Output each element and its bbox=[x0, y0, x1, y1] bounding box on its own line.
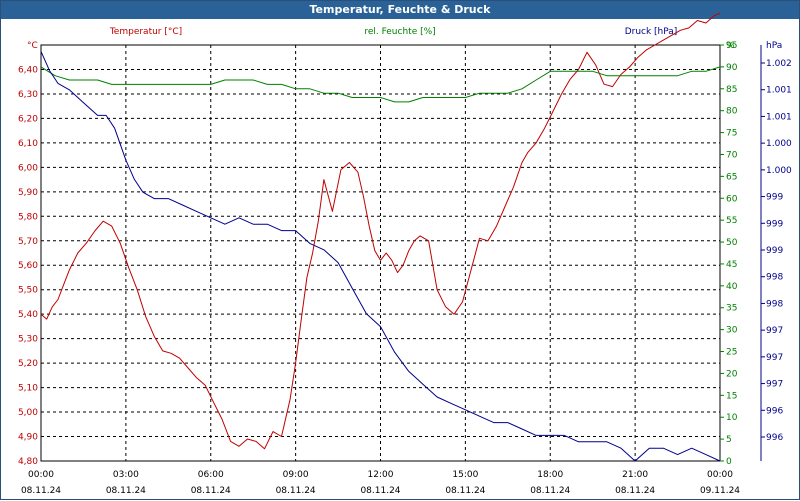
pressure-tick-label: 999 bbox=[766, 246, 783, 256]
x-tick-label-time: 06:00 bbox=[198, 470, 224, 480]
x-tick-label-time: 00:00 bbox=[28, 470, 54, 480]
x-tick-label-time: 21:00 bbox=[622, 470, 648, 480]
x-tick-label-date: 08.11.24 bbox=[21, 486, 61, 496]
humidity-tick-label: 65 bbox=[726, 172, 737, 182]
x-tick-label-date: 08.11.24 bbox=[360, 486, 400, 496]
humidity-series-line bbox=[40, 66, 721, 103]
humidity-tick-label: 25 bbox=[726, 348, 737, 358]
temperature-tick-label: 6,00 bbox=[18, 163, 38, 173]
temperature-tick-label: 6,30 bbox=[18, 90, 38, 100]
temperature-tick-label: 4,90 bbox=[18, 433, 38, 443]
pressure-tick-label: 997 bbox=[766, 380, 783, 390]
pressure-tick-label: 1.002 bbox=[766, 59, 792, 69]
temperature-tick-label: 6,40 bbox=[18, 65, 38, 75]
x-tick-label-date: 08.11.24 bbox=[276, 486, 316, 496]
temperature-tick-label: 4,80 bbox=[18, 457, 38, 467]
pressure-series-title: Druck [hPa] bbox=[625, 27, 678, 37]
temperature-tick-label: 5,70 bbox=[18, 237, 38, 247]
humidity-tick-label: 5 bbox=[726, 435, 732, 445]
x-tick-label-time: 12:00 bbox=[368, 470, 394, 480]
humidity-tick-label: 35 bbox=[726, 304, 737, 314]
humidity-tick-label: 0 bbox=[726, 457, 732, 467]
chart-title: Temperatur, Feuchte & Druck bbox=[1, 1, 799, 19]
humidity-tick-label: 55 bbox=[726, 216, 737, 226]
humidity-series-title: rel. Feuchte [%] bbox=[364, 27, 435, 37]
pressure-tick-label: 997 bbox=[766, 353, 783, 363]
pressure-tick-label: 998 bbox=[766, 299, 783, 309]
x-tick-label-date: 08.11.24 bbox=[445, 486, 485, 496]
temperature-tick-label: 6,10 bbox=[18, 139, 38, 149]
pressure-tick-label: 996 bbox=[766, 406, 783, 416]
pressure-tick-label: 997 bbox=[766, 326, 783, 336]
x-tick-label-date: 08.11.24 bbox=[106, 486, 146, 496]
humidity-tick-label: 95 bbox=[726, 41, 737, 51]
humidity-tick-label: 30 bbox=[726, 326, 738, 336]
x-tick-label-date: 08.11.24 bbox=[530, 486, 570, 496]
temperature-tick-label: 5,50 bbox=[18, 286, 38, 296]
x-tick-label-time: 18:00 bbox=[537, 470, 563, 480]
x-tick-label-time: 09:00 bbox=[283, 470, 309, 480]
temperature-series-line bbox=[40, 12, 721, 450]
temperature-tick-label: 5,30 bbox=[18, 335, 38, 345]
humidity-tick-label: 80 bbox=[726, 107, 738, 117]
humidity-tick-label: 75 bbox=[726, 129, 737, 139]
temperature-tick-label: 6,20 bbox=[18, 114, 38, 124]
temperature-tick-label: 5,60 bbox=[18, 261, 38, 271]
humidity-tick-label: 70 bbox=[726, 150, 738, 160]
x-tick-label-time: 00:00 bbox=[707, 470, 733, 480]
temperature-tick-label: 5,90 bbox=[18, 188, 38, 198]
pressure-tick-label: 1.000 bbox=[766, 139, 792, 149]
temperature-series-title: Temperatur [°C] bbox=[109, 27, 182, 37]
humidity-tick-label: 60 bbox=[726, 194, 738, 204]
humidity-tick-label: 85 bbox=[726, 85, 737, 95]
humidity-tick-label: 50 bbox=[726, 238, 738, 248]
x-tick-label-time: 15:00 bbox=[452, 470, 478, 480]
pressure-tick-label: 996 bbox=[766, 433, 783, 443]
temperature-tick-label: 5,80 bbox=[18, 212, 38, 222]
humidity-tick-label: 90 bbox=[726, 63, 738, 73]
x-tick-label-time: 03:00 bbox=[113, 470, 139, 480]
x-tick-label-date: 09.11.24 bbox=[700, 486, 740, 496]
humidity-tick-label: 15 bbox=[726, 391, 737, 401]
humidity-unit-label: % bbox=[726, 41, 735, 51]
pressure-tick-label: 999 bbox=[766, 219, 783, 229]
pressure-tick-label: 999 bbox=[766, 193, 783, 203]
x-tick-label-date: 08.11.24 bbox=[191, 486, 231, 496]
temperature-tick-label: 5,40 bbox=[18, 310, 38, 320]
humidity-tick-label: 20 bbox=[726, 369, 738, 379]
temperature-tick-label: 5,10 bbox=[18, 384, 38, 394]
pressure-tick-label: 1.001 bbox=[766, 112, 792, 122]
pressure-series-line bbox=[40, 51, 721, 462]
x-tick-label-date: 08.11.24 bbox=[615, 486, 655, 496]
pressure-tick-label: 1.001 bbox=[766, 86, 792, 96]
temperature-tick-label: 5,20 bbox=[18, 359, 38, 369]
pressure-tick-label: 998 bbox=[766, 273, 783, 283]
pressure-unit-label: hPa bbox=[766, 41, 782, 51]
temperature-unit-label: °C bbox=[27, 41, 38, 51]
humidity-tick-label: 40 bbox=[726, 282, 738, 292]
humidity-tick-label: 10 bbox=[726, 413, 738, 423]
pressure-tick-label: 1.000 bbox=[766, 166, 792, 176]
temperature-tick-label: 5,00 bbox=[18, 408, 38, 418]
humidity-tick-label: 45 bbox=[726, 260, 737, 270]
